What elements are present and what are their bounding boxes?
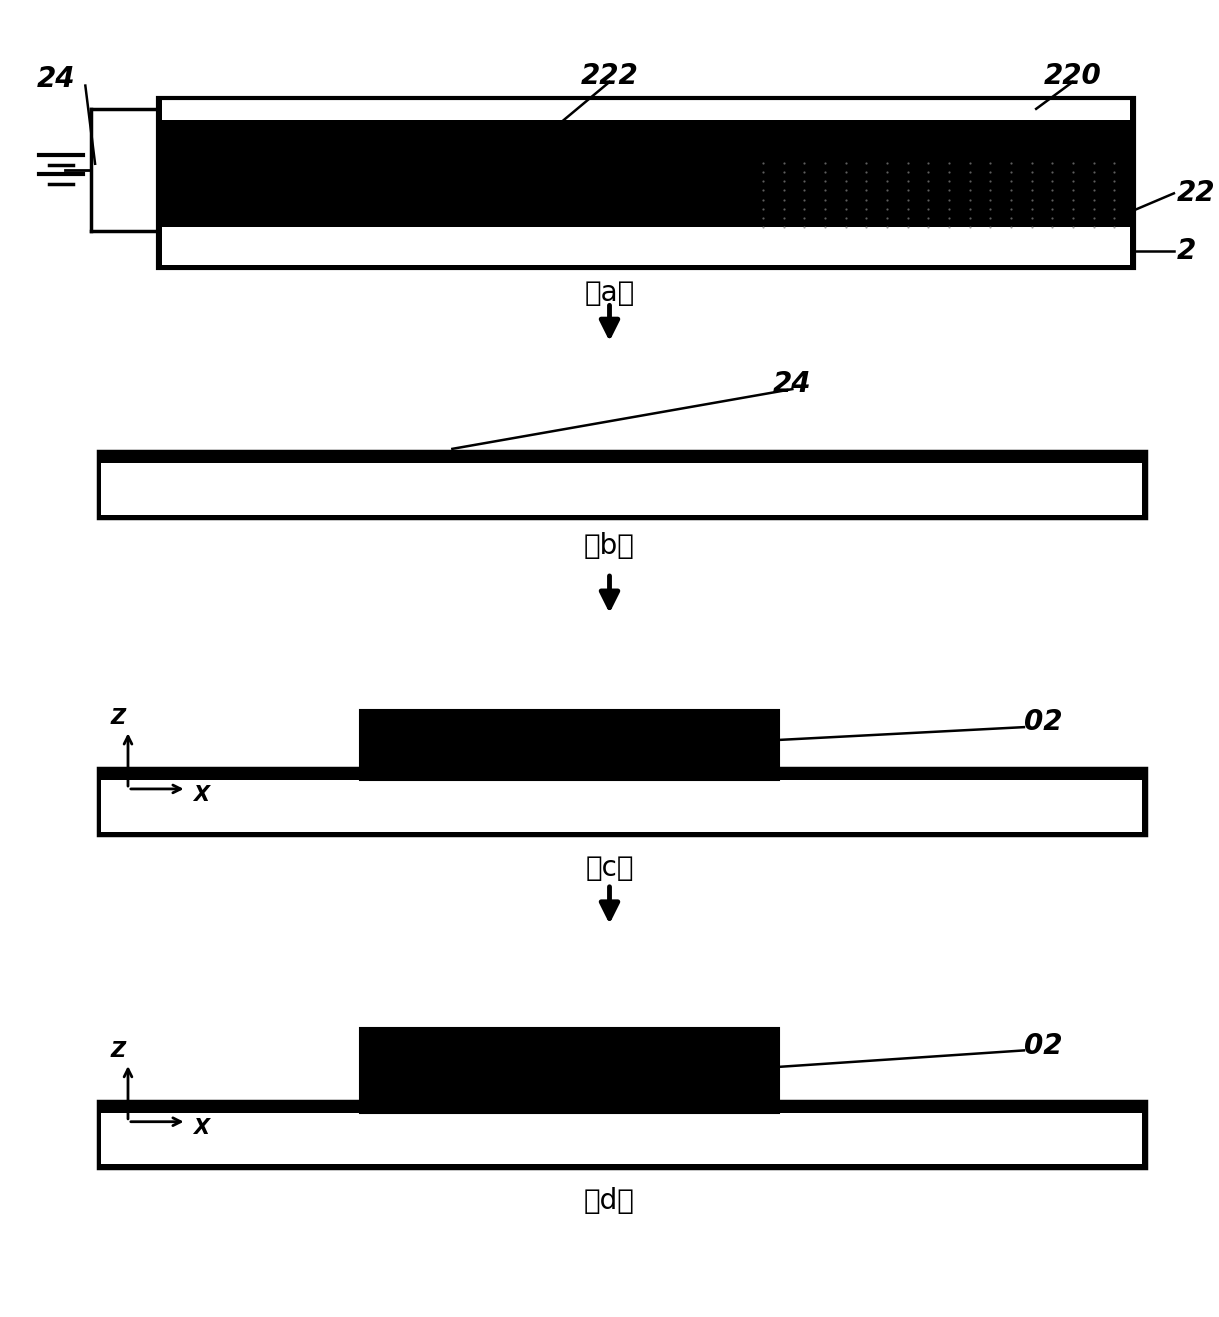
Text: 02: 02: [1024, 1031, 1063, 1060]
Text: （b）: （b）: [584, 532, 635, 560]
Text: X: X: [193, 785, 210, 805]
Bar: [162, 228, 1130, 234]
Text: 02: 02: [1024, 709, 1063, 736]
Bar: [98, 768, 1146, 835]
Bar: [360, 1027, 779, 1113]
Bar: [101, 768, 1142, 781]
Bar: [162, 100, 1130, 120]
Bar: [101, 464, 1142, 515]
Bar: [98, 768, 1146, 835]
Bar: [674, 452, 1142, 464]
Bar: [162, 234, 1130, 265]
Text: 24: 24: [37, 66, 76, 94]
Text: 2: 2: [1176, 237, 1196, 265]
Text: （d）: （d）: [584, 1187, 635, 1216]
Bar: [98, 1101, 1146, 1168]
Text: 24: 24: [773, 370, 812, 398]
Text: （c）: （c）: [585, 855, 634, 882]
Text: 222: 222: [580, 62, 639, 90]
Bar: [98, 452, 1146, 519]
Text: Z: Z: [111, 1040, 126, 1062]
Text: 22: 22: [1176, 179, 1215, 207]
Bar: [101, 452, 332, 464]
Text: （a）: （a）: [584, 279, 635, 307]
Text: 220: 220: [1043, 62, 1102, 90]
Bar: [158, 97, 1134, 269]
Bar: [101, 781, 1142, 831]
Bar: [98, 1101, 1146, 1168]
Bar: [360, 710, 779, 781]
Bar: [158, 97, 1134, 269]
Bar: [101, 1101, 1142, 1113]
Bar: [98, 452, 1146, 519]
Text: X: X: [193, 1118, 210, 1138]
Text: Z: Z: [111, 709, 126, 728]
Bar: [101, 1113, 1142, 1164]
